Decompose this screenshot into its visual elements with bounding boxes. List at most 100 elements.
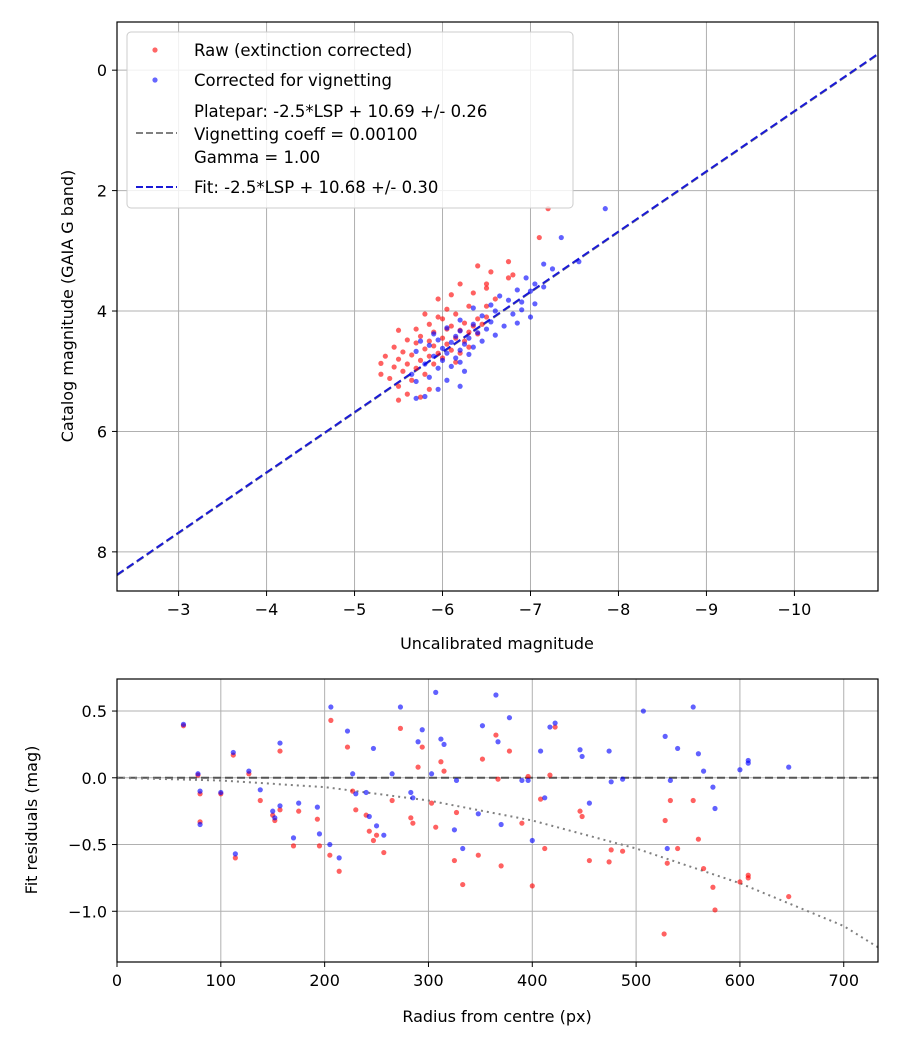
residuals-raw-point: [498, 863, 504, 869]
residuals-corrected-point: [197, 788, 203, 794]
residuals-corrected-point: [579, 753, 585, 760]
magnitude-plot: −3 −4 −5 −6 −7 −8 −9 −10 0 2 4 6 8 Uncalibrated mag…: [58, 21, 879, 653]
magnitude-raw-point: [382, 353, 388, 359]
residuals-ytick-label: 0.5: [82, 702, 107, 721]
magnitude-corrected-point: [519, 307, 525, 313]
residuals-corrected-point: [712, 805, 718, 812]
magnitude-raw-point: [453, 311, 459, 317]
residuals-raw-point: [433, 824, 439, 830]
magnitude-x-axis-label: Uncalibrated magnitude: [400, 634, 594, 653]
residuals-raw-point: [366, 828, 372, 834]
legend-vignetting-label: Vignetting coeff = 0.00100: [194, 125, 418, 144]
residuals-corrected-point: [667, 777, 673, 784]
magnitude-raw-point: [395, 327, 402, 333]
residuals-corrected-point: [529, 837, 535, 844]
residuals-corrected-point: [397, 704, 404, 710]
magnitude-raw-point: [400, 368, 406, 374]
magnitude-corrected-point: [435, 365, 441, 371]
residuals-corrected-point: [419, 727, 425, 733]
residuals-corrected-point: [542, 795, 548, 801]
residuals-plot-frame: [116, 678, 879, 963]
magnitude-ytick-label: 2: [97, 182, 107, 201]
magnitude-xtick-label: −10: [778, 600, 812, 619]
magnitude-raw-point: [439, 316, 446, 322]
residuals-raw-point: [353, 807, 359, 813]
magnitude-raw-point: [470, 290, 476, 296]
residuals-corrected-point: [381, 832, 387, 838]
legend-fit-label: Fit: -2.5*LSP + 10.68 +/- 0.30: [194, 178, 438, 197]
magnitude-corrected-point: [488, 302, 494, 308]
magnitude-corrected-point: [431, 331, 437, 337]
residuals-raw-point: [453, 809, 460, 816]
residuals-raw-point: [542, 845, 548, 852]
residuals-corrected-point: [344, 728, 351, 734]
residuals-raw-point: [675, 845, 681, 852]
magnitude-raw-point: [400, 349, 406, 355]
residuals-corrected-point: [675, 745, 681, 752]
magnitude-raw-point: [422, 371, 428, 377]
residuals-corrected-point: [336, 855, 342, 861]
magnitude-ytick-label: 4: [97, 302, 107, 321]
magnitude-corrected-point: [413, 395, 419, 401]
residuals-raw-point: [737, 879, 743, 885]
residuals-corrected-point: [408, 789, 414, 796]
magnitude-y-axis-label: Catalog magnitude (GAIA G band): [58, 170, 77, 442]
residuals-raw-point: [410, 820, 416, 826]
legend-raw-marker: [152, 47, 158, 53]
residuals-corrected-point: [290, 835, 297, 841]
magnitude-corrected-point: [439, 357, 446, 363]
magnitude-corrected-point: [409, 371, 415, 377]
residuals-raw-point: [577, 808, 583, 814]
residuals-corrected-point: [314, 804, 320, 810]
magnitude-points: [378, 206, 608, 403]
residuals-corrected-point: [700, 768, 707, 774]
residuals-corrected-point: [316, 831, 323, 837]
residuals-corrected-point: [786, 764, 792, 770]
residuals-raw-point: [537, 796, 544, 802]
magnitude-raw-point: [391, 364, 397, 370]
residuals-raw-point: [586, 857, 592, 864]
residuals-raw-point: [479, 756, 486, 762]
residuals-raw-point: [552, 724, 558, 730]
magnitude-corrected-point: [549, 266, 556, 272]
magnitude-corrected-point: [426, 374, 432, 380]
magnitude-corrected-point: [413, 348, 419, 354]
magnitude-corrected-point: [576, 259, 582, 265]
magnitude-raw-point: [483, 303, 490, 309]
legend-corrected-label: Corrected for vignetting: [194, 71, 392, 90]
magnitude-raw-point: [413, 340, 419, 346]
residuals-raw-point: [690, 797, 696, 804]
magnitude-corrected-point: [417, 338, 424, 344]
legend-platepar-label: Platepar: -2.5*LSP + 10.69 +/- 0.26: [194, 102, 487, 121]
residuals-vignetting-curve: [117, 776, 878, 949]
residuals-x-ticks: 0 100 200 300 400 500 600 700: [112, 962, 859, 990]
magnitude-corrected-point: [527, 314, 534, 320]
magnitude-corrected-point: [448, 339, 454, 345]
magnitude-corrected-point: [466, 351, 472, 357]
residuals-raw-point: [344, 744, 351, 750]
residuals-corrected-point: [640, 708, 646, 714]
residuals-corrected-point: [519, 777, 525, 784]
magnitude-corrected-point: [475, 330, 481, 336]
residuals-corrected-point: [218, 789, 224, 796]
magnitude-corrected-point: [501, 323, 507, 329]
magnitude-raw-point: [461, 320, 468, 326]
residuals-corrected-point: [415, 739, 421, 745]
magnitude-corrected-point: [602, 206, 608, 212]
magnitude-corrected-point: [453, 355, 459, 361]
residuals-raw-point: [475, 852, 481, 858]
magnitude-corrected-point: [492, 308, 498, 314]
magnitude-corrected-point: [470, 344, 476, 350]
magnitude-ytick-label: 6: [97, 422, 107, 441]
residuals-corrected-point: [493, 692, 499, 698]
magnitude-raw-point: [483, 285, 490, 291]
residuals-raw-point: [296, 808, 302, 814]
magnitude-fit-line: [117, 53, 878, 576]
residuals-raw-point: [712, 907, 718, 913]
magnitude-corrected-point: [435, 337, 441, 343]
residuals-corrected-point: [438, 736, 444, 742]
residuals-corrected-point: [606, 748, 612, 754]
residuals-raw-point: [438, 759, 444, 765]
residuals-corrected-point: [366, 813, 372, 820]
